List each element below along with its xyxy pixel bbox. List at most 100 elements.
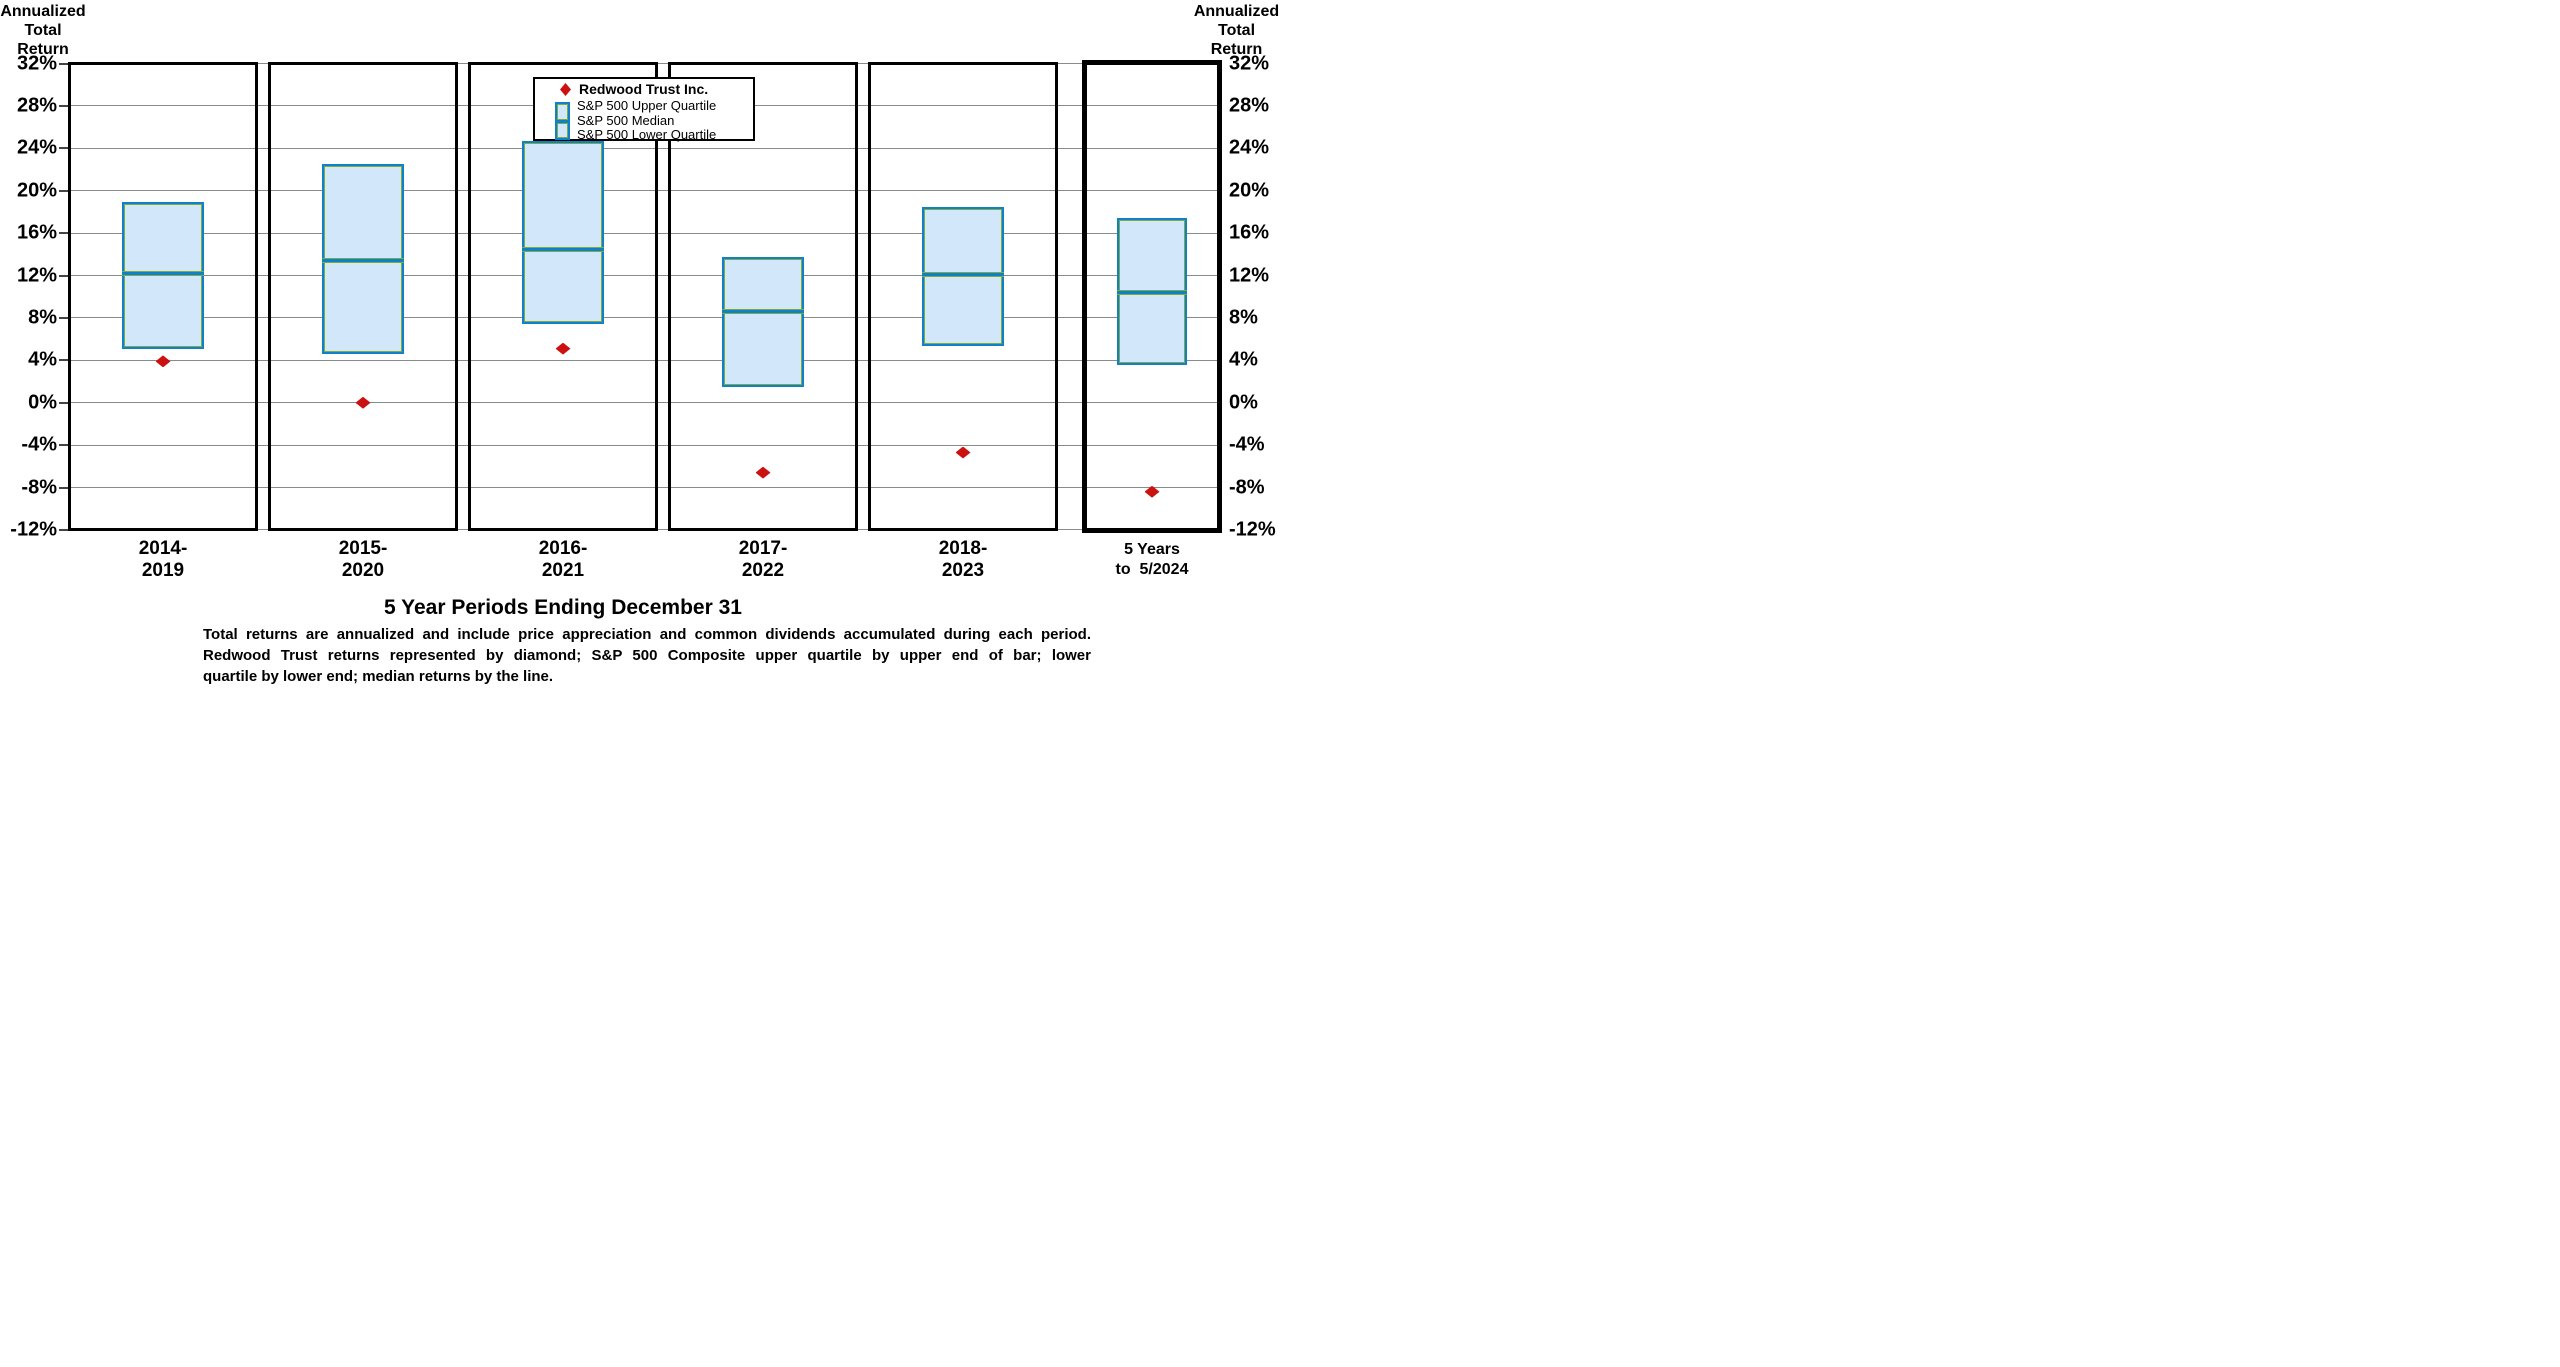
y-tick-label-left-0: 0% [28,391,57,414]
y-axis-tick-12 [59,274,70,277]
redwood-diamond-5 Years to 5/2024 [1144,485,1160,498]
y-tick-label-left-24: 24% [16,136,57,159]
left-y-axis-title-line2: Total [24,22,62,39]
gridline-4 [69,359,1221,361]
footnote: Total returns are annualized and include… [203,624,1091,687]
x-category-label-line: 2022 [741,560,785,581]
sp500-quartile-box-2016-2021 [522,141,604,325]
gridline-24 [69,147,1221,149]
y-tick-label-left-20: 20% [16,179,57,202]
legend-median-line-icon [557,118,568,124]
y-tick-label-left-16: 16% [16,221,57,244]
x-category-label-line: 2021 [541,560,585,581]
legend-lower-quartile-label: S&P 500 Lower Quartile [577,127,717,142]
x-category-label-2016-2021: 2016- 2021 [468,538,658,582]
x-category-label-line: 2023 [941,560,985,581]
period-panel-2016-2021 [468,62,658,532]
y-tick-label-left-32: 32% [16,52,57,74]
redwood-diamond-2018-2023 [955,446,971,459]
gridline-0 [69,402,1221,404]
y-tick-label-left-4: 4% [28,348,57,371]
gridline-12 [69,275,1221,276]
y-axis-tick-8 [59,316,70,319]
sp500-median-line-2015-2020 [322,258,404,264]
right-y-axis-title-line3: Return [1210,41,1263,58]
x-category-label-line: 5 Years [1124,541,1180,558]
redwood-diamond-2016-2021 [555,342,571,355]
y-tick-label-left--8: -8% [21,476,57,498]
x-category-label-line: 2020 [341,560,385,581]
y-tick-label-right-24: 24% [1229,136,1270,159]
y-tick-label-right-28: 28% [1229,94,1270,117]
y-tick-label-left--4: -4% [21,433,57,456]
y-axis-tick-20 [59,189,70,192]
legend-row-sp500: S&P 500 Upper Quartile S&P 500 Median S&… [535,98,753,143]
legend-redwood-label: Redwood Trust Inc. [579,81,709,97]
chart-legend: Redwood Trust Inc. S&P 500 Upper Quartil… [533,77,755,143]
y-axis-tick--4 [59,444,70,447]
y-axis-tick-16 [59,232,70,235]
x-category-label-2015-2020: 2015- 2020 [268,538,458,582]
period-panel-5 Years to 5/2024 [1082,60,1222,534]
gridline--8 [69,487,1221,488]
gridline-20 [69,190,1221,192]
y-tick-label-right-16: 16% [1229,221,1270,244]
left-y-axis-title: Annualized Total Return [0,2,86,59]
page: { "axis_titles": { "left_lines": ["Annua… [0,0,1280,687]
period-panel-2018-2023 [868,62,1058,532]
y-tick-label-left-12: 12% [16,264,57,286]
y-tick-label-right--8: -8% [1229,476,1265,498]
x-category-label-2017-2022: 2017- 2022 [668,538,858,582]
right-y-axis-title-line1: Annualized [1193,3,1280,20]
gridline-8 [69,317,1221,319]
y-axis-tick-0 [59,401,70,404]
footnote-line3: quartile by lower end; median returns by… [203,668,554,685]
x-category-label-line: to 5/2024 [1115,561,1189,578]
left-y-axis-title-line1: Annualized [0,3,86,20]
footnote-line2: Redwood Trust returns represented by dia… [203,647,1091,664]
x-category-label-line: 2016- [538,538,588,559]
y-axis-tick-32 [59,62,70,65]
period-panel-2015-2020 [268,62,458,532]
y-tick-label-left-28: 28% [16,94,57,117]
redwood-diamond-2015-2020 [355,396,371,409]
y-axis-tick--12 [59,528,70,531]
x-category-label-line: 2018- [938,538,988,559]
sp500-median-line-5 Years to 5/2024 [1117,289,1187,295]
y-tick-label-left-8: 8% [28,306,57,329]
x-category-label-2018-2023: 2018- 2023 [868,538,1058,582]
legend-diamond-icon [560,83,571,96]
y-tick-label-right-20: 20% [1229,179,1270,202]
legend-sp500-labels: S&P 500 Upper Quartile S&P 500 Median S&… [577,98,717,143]
footnote-line1: Total returns are annualized and include… [203,626,1091,643]
period-panel-2017-2022 [668,62,858,532]
y-axis-tick--8 [59,486,70,489]
y-tick-label-right--4: -4% [1229,433,1265,456]
sp500-median-line-2018-2023 [922,271,1004,277]
sp500-quartile-box-2017-2022 [722,256,804,387]
y-tick-label-right-8: 8% [1229,306,1258,329]
quartile-chart: Annualized Total Return Annualized Total… [0,0,1280,687]
y-tick-label-right-12: 12% [1229,264,1270,286]
x-category-label-line: 2014- [138,538,188,559]
legend-box-swatch-icon [555,101,570,140]
x-category-label-2014-2019: 2014- 2019 [68,538,258,582]
x-category-label-5 Years to 5/2024: 5 Years to 5/2024 [1082,540,1222,580]
period-panel-2014-2019 [68,62,258,532]
x-category-label-line: 2019 [141,560,185,581]
x-category-label-line: 2017- [738,538,788,559]
y-tick-label-right--12: -12% [1229,518,1276,541]
sp500-median-line-2016-2021 [522,246,604,252]
sp500-median-line-2017-2022 [722,309,804,315]
y-axis-tick-24 [59,147,70,150]
y-tick-label-left--12: -12% [10,518,57,541]
y-tick-label-right-0: 0% [1229,391,1258,414]
redwood-diamond-2017-2022 [755,466,771,479]
gridline--4 [69,444,1221,446]
legend-row-redwood: Redwood Trust Inc. [535,82,753,97]
gridline-16 [69,232,1221,234]
right-y-axis-title: Annualized Total Return [1193,2,1280,59]
right-y-axis-title-line2: Total [1217,22,1256,39]
left-y-axis-title-line3: Return [17,41,69,58]
x-axis-title: 5 Year Periods Ending December 31 [384,596,742,619]
